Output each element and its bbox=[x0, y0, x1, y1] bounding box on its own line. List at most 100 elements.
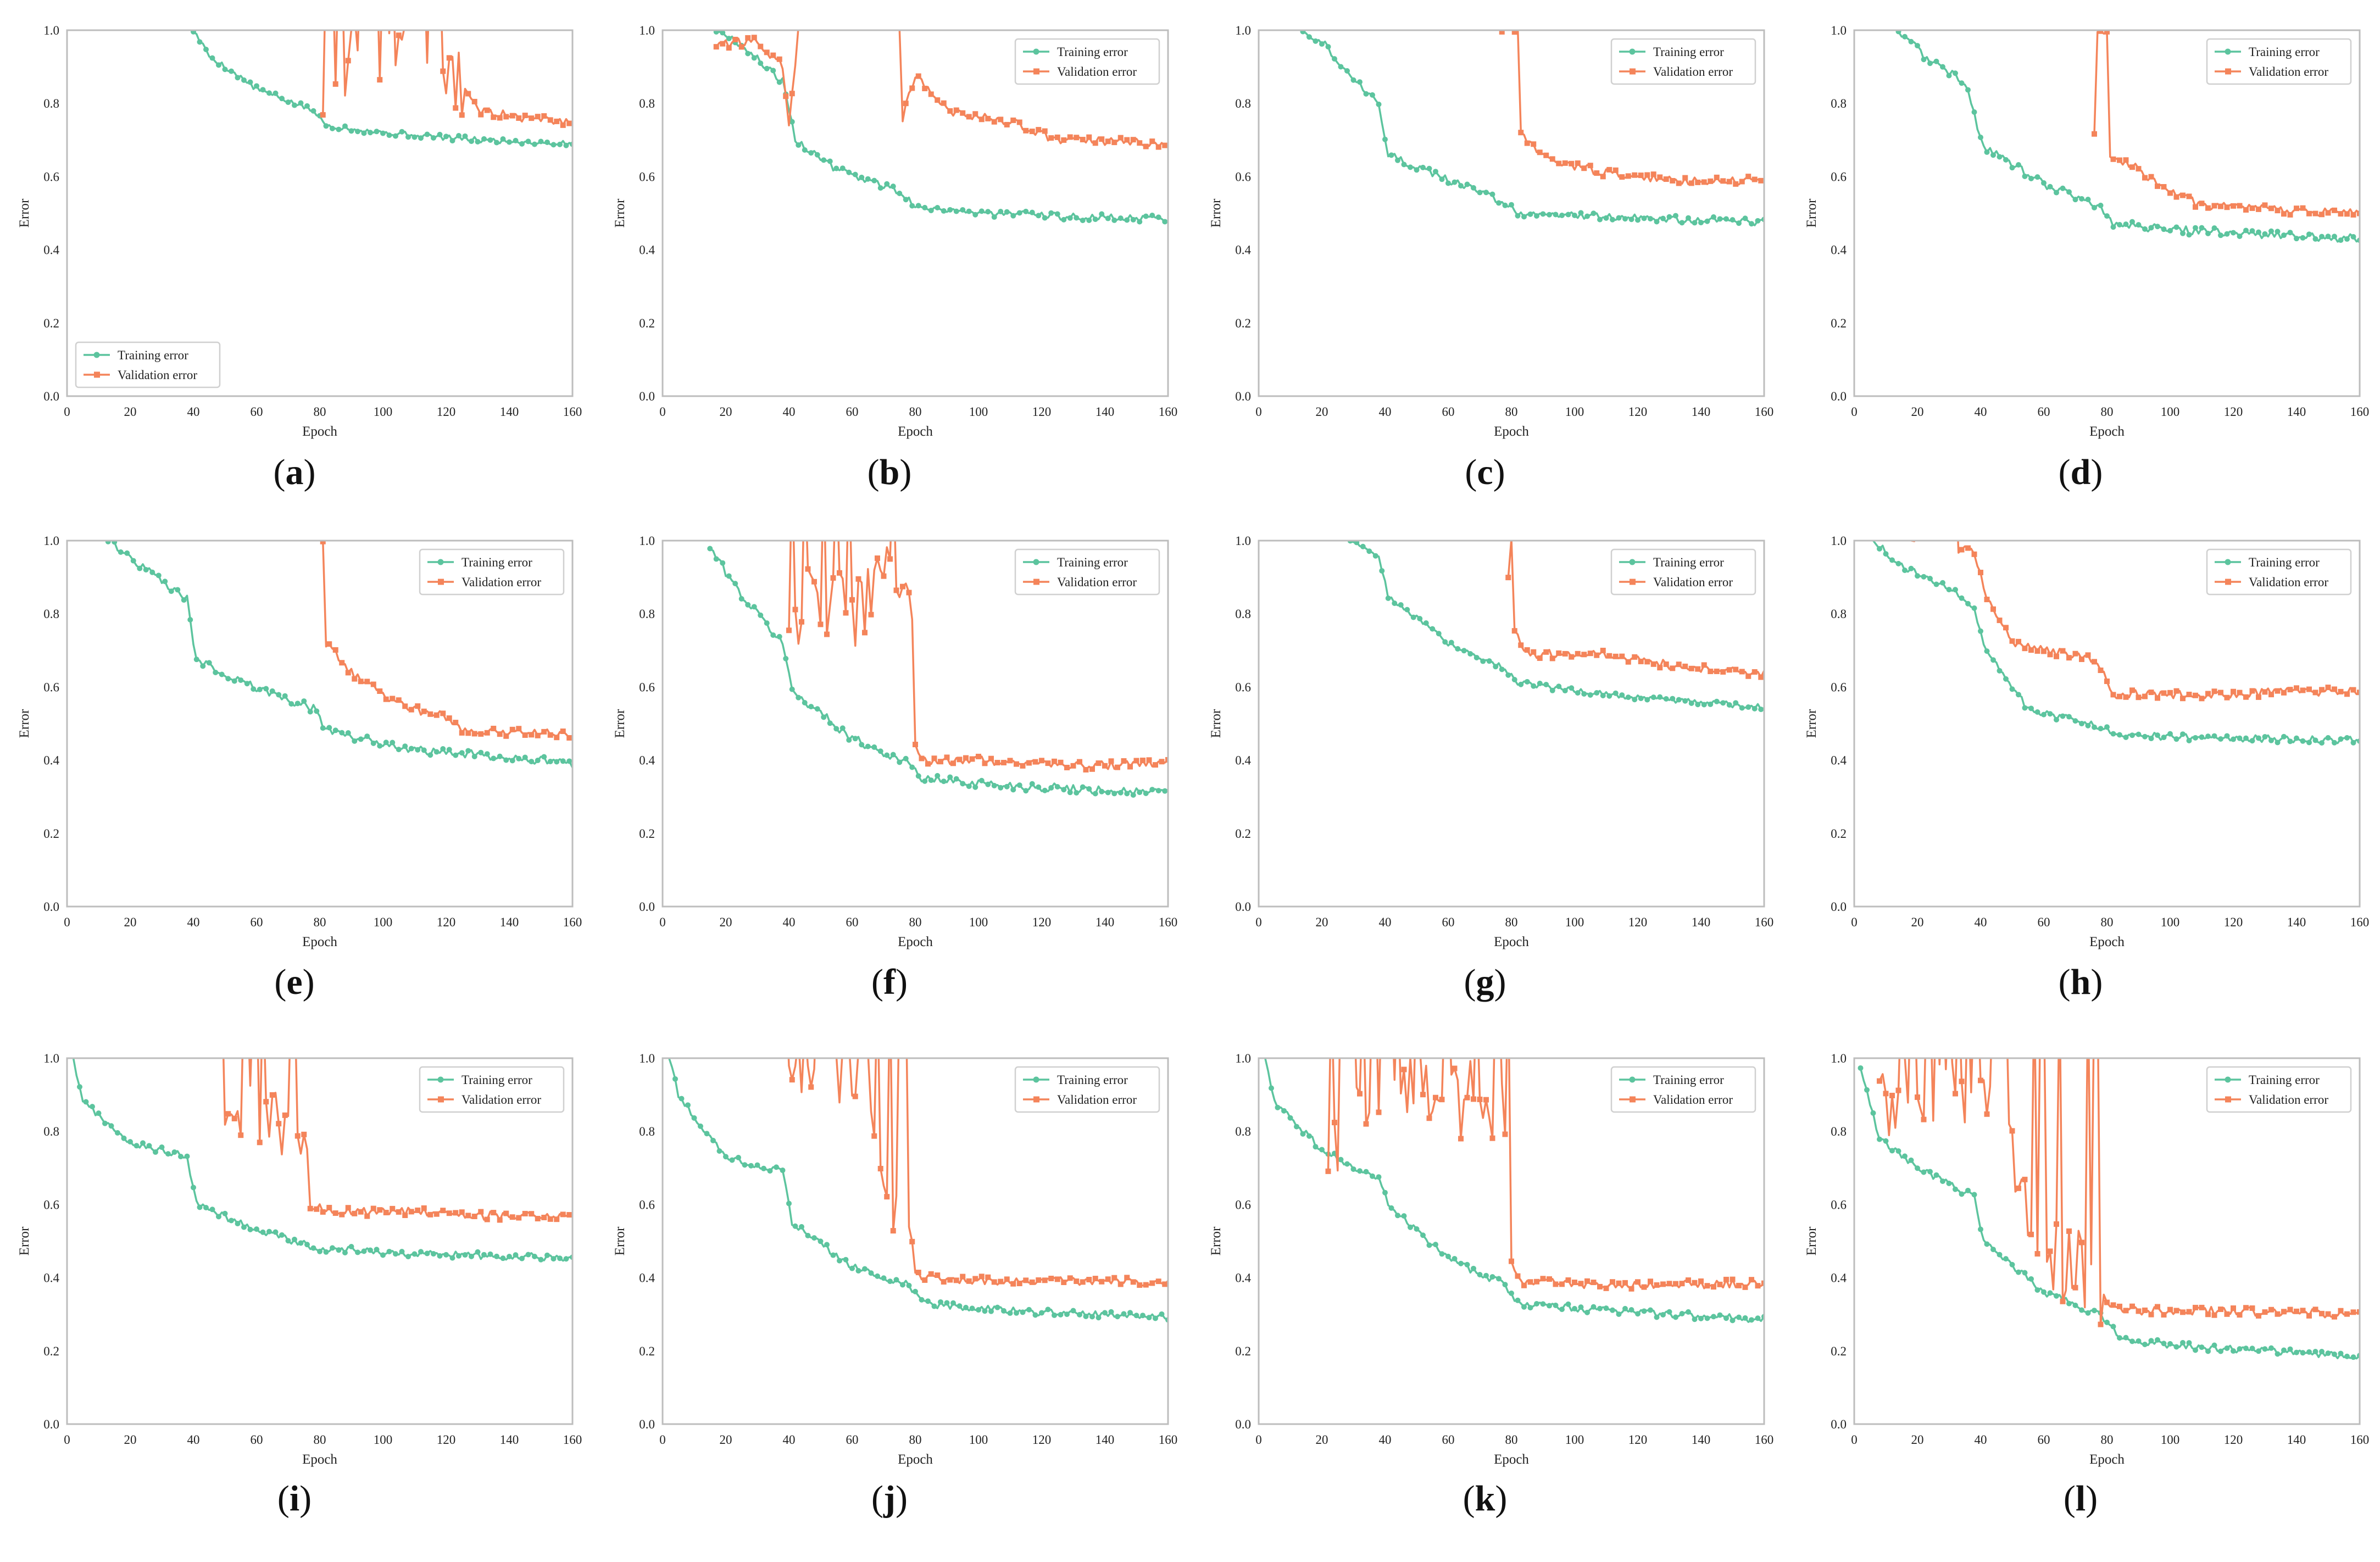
data-point bbox=[2287, 1346, 2293, 1352]
data-point bbox=[982, 760, 988, 766]
x-tick-label: 100 bbox=[1565, 915, 1584, 929]
data-point bbox=[897, 191, 903, 197]
data-point bbox=[348, 128, 354, 134]
axes-frame bbox=[1258, 540, 1765, 908]
data-point bbox=[1648, 216, 1653, 222]
data-point bbox=[1473, 654, 1480, 660]
x-tick-label: 100 bbox=[1565, 405, 1584, 419]
data-point bbox=[149, 569, 155, 575]
data-point bbox=[2098, 1321, 2104, 1327]
data-point bbox=[1745, 673, 1751, 679]
data-point bbox=[726, 45, 732, 51]
data-point bbox=[1587, 692, 1593, 698]
x-tick-label: 0 bbox=[659, 1433, 666, 1447]
data-point bbox=[1121, 1311, 1127, 1317]
x-tick-label: 0 bbox=[1255, 915, 1262, 929]
data-point bbox=[516, 755, 522, 761]
data-point bbox=[1064, 1311, 1070, 1318]
data-point bbox=[2275, 688, 2281, 694]
data-point bbox=[1959, 80, 1965, 86]
data-point bbox=[1984, 1111, 1990, 1117]
data-point bbox=[1619, 174, 1625, 180]
data-point bbox=[1946, 73, 1952, 79]
x-tick-label: 120 bbox=[2224, 915, 2243, 929]
data-point bbox=[2357, 210, 2360, 216]
data-point bbox=[1016, 210, 1022, 216]
data-point bbox=[947, 108, 953, 114]
data-point bbox=[453, 752, 459, 758]
data-point bbox=[707, 546, 713, 552]
data-point bbox=[855, 1268, 861, 1274]
data-point bbox=[1048, 135, 1054, 141]
data-point bbox=[191, 1185, 196, 1191]
x-tick-label: 100 bbox=[2161, 405, 2180, 419]
data-point bbox=[2287, 1307, 2293, 1313]
data-point bbox=[1657, 665, 1663, 671]
data-point bbox=[2104, 1319, 2110, 1325]
data-point bbox=[257, 686, 263, 692]
data-point bbox=[1616, 215, 1622, 221]
data-point bbox=[736, 1154, 741, 1160]
data-point bbox=[1915, 43, 1920, 49]
data-point bbox=[1061, 787, 1067, 793]
data-point bbox=[2312, 1307, 2318, 1313]
data-point bbox=[2231, 1348, 2236, 1354]
data-point bbox=[2047, 1290, 2053, 1296]
data-point bbox=[2186, 1340, 2192, 1346]
data-point bbox=[352, 738, 358, 744]
data-point bbox=[529, 1211, 535, 1217]
data-point bbox=[1029, 129, 1035, 135]
data-point bbox=[1521, 1304, 1527, 1310]
data-point bbox=[1414, 167, 1420, 173]
data-point bbox=[2306, 210, 2312, 216]
data-point bbox=[1556, 650, 1562, 656]
data-point bbox=[1306, 1133, 1312, 1139]
data-point bbox=[1020, 1309, 1026, 1315]
data-point bbox=[418, 135, 424, 141]
data-point bbox=[251, 686, 257, 692]
data-point bbox=[1102, 1310, 1108, 1316]
data-point bbox=[1610, 1279, 1615, 1285]
data-point bbox=[469, 138, 474, 144]
data-point bbox=[1543, 681, 1549, 687]
data-point bbox=[2054, 1293, 2059, 1299]
data-point bbox=[358, 679, 364, 685]
data-point bbox=[944, 1300, 950, 1306]
data-point bbox=[2003, 1256, 2009, 1262]
data-point bbox=[247, 1226, 253, 1232]
data-point bbox=[304, 1242, 310, 1248]
data-point bbox=[2072, 651, 2078, 657]
data-point bbox=[2072, 1285, 2078, 1291]
data-point bbox=[1723, 216, 1729, 222]
data-point bbox=[339, 1211, 345, 1218]
data-point bbox=[2281, 690, 2287, 696]
data-point bbox=[1559, 213, 1565, 219]
data-point bbox=[1543, 649, 1549, 655]
series-line-validation bbox=[787, 1058, 1168, 1287]
data-point bbox=[1591, 210, 1597, 216]
data-point bbox=[1360, 543, 1366, 549]
data-point bbox=[1666, 1281, 1672, 1287]
data-point bbox=[263, 1099, 269, 1105]
data-point bbox=[1657, 174, 1663, 180]
data-point bbox=[345, 670, 351, 676]
x-tick-label: 40 bbox=[187, 915, 200, 929]
data-point bbox=[462, 1252, 468, 1258]
data-point bbox=[2155, 224, 2160, 230]
data-point bbox=[837, 1258, 842, 1264]
data-point bbox=[494, 140, 499, 146]
data-point bbox=[1537, 680, 1543, 686]
data-point bbox=[269, 688, 275, 694]
data-point bbox=[2256, 1348, 2261, 1354]
data-point bbox=[839, 725, 846, 731]
data-point bbox=[399, 1249, 405, 1255]
data-point bbox=[231, 1115, 237, 1121]
y-tick-label: 0.2 bbox=[1235, 1344, 1251, 1358]
data-point bbox=[2193, 1347, 2198, 1353]
data-point bbox=[1480, 658, 1486, 664]
data-point bbox=[884, 1194, 890, 1200]
data-point bbox=[1404, 607, 1410, 613]
data-point bbox=[1108, 1309, 1114, 1315]
data-point bbox=[487, 1251, 493, 1257]
